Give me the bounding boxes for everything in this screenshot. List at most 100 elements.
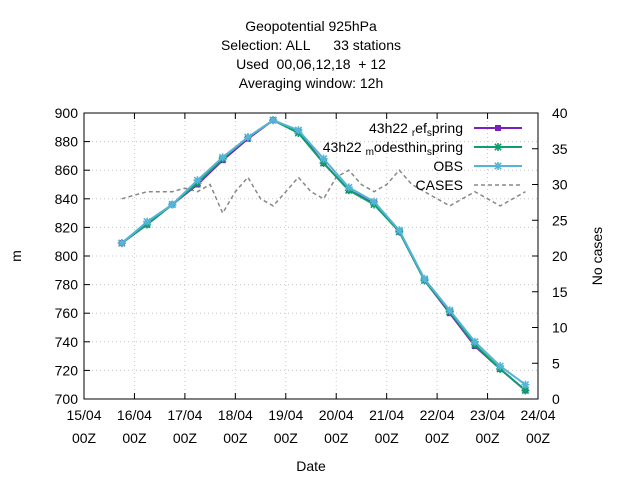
data-point [319,154,328,163]
marker-core [371,199,377,204]
marker-core [447,308,452,313]
y-tick-label: 780 [55,277,79,293]
marker-core [119,240,125,246]
x-tick-label: 23/04 [470,407,505,423]
data-point [370,197,379,206]
marker-core [397,228,402,233]
x-tick-label: 00Z [526,430,551,446]
data-point [445,306,454,315]
x-tick-label: 00Z [122,430,147,446]
y2-tick-label: 20 [552,248,568,264]
x-tick-label: 21/04 [369,407,404,423]
y-tick-label: 720 [55,362,79,378]
x-tick-label: 00Z [274,430,299,446]
y2-tick-label: 35 [552,141,568,157]
y-tick-label: 820 [55,219,79,235]
y-tick-label: 860 [55,162,79,178]
marker-core [497,363,503,369]
marker-core [346,185,352,190]
data-point [168,200,177,209]
series-line [121,169,526,215]
marker-core [245,135,251,140]
data-point [269,116,278,125]
grid [83,112,539,400]
series-cases [121,169,526,215]
x-tick-label: 20/04 [319,407,354,423]
marker-core [170,202,175,207]
x-tick-label: 00Z [173,430,198,446]
chart-title-line: Geopotential 925hPa [245,18,377,34]
y-tick-label: 700 [55,391,79,407]
marker-core [321,156,326,161]
data-point [243,133,252,142]
y-tick-label: 740 [55,334,79,350]
y2-tick-label: 10 [552,320,568,336]
y-axis-label: m [8,250,24,262]
x-tick-label: 17/04 [167,407,202,423]
data-point [496,362,505,371]
marker-core [523,382,528,387]
marker-core [220,155,225,160]
marker-core [195,178,200,183]
x-tick-label: 00Z [324,430,349,446]
x-tick-label: 00Z [425,430,450,446]
series-obs [117,116,530,389]
data-point [143,217,152,226]
data-point [521,380,530,389]
axes: 700 720 740 760 780 800 820 840 860 880 900 0 5 10 15 2… [55,105,568,446]
legend-label: 43h22 modesthinspring [323,139,463,158]
y2-tick-label: 30 [552,177,568,193]
y-tick-label: 800 [55,248,79,264]
data-point [117,239,126,248]
marker-core [495,144,501,150]
legend-sample-marker [495,125,501,131]
chart-title-line: Used 00,06,12,18 + 12 [236,56,386,72]
legend-label: 43h22 refspring [369,120,463,139]
chart-title-line: Averaging window: 12h [239,75,384,91]
chart-title: Geopotential 925hPa Selection: ALL 33 sta… [221,18,401,91]
x-tick-label: 24/04 [520,407,555,423]
x-axis-label: Date [296,458,326,474]
marker-core [523,388,528,393]
y2-tick-label: 15 [552,284,568,300]
marker-core [270,117,276,123]
x-tick-label: 22/04 [420,407,455,423]
y-tick-label: 880 [55,134,79,150]
legend-label: OBS [433,158,463,174]
x-tick-label: 15/04 [66,407,101,423]
data-point [344,183,353,192]
y-tick-label: 840 [55,191,79,207]
y2-axis-label: No cases [589,227,605,285]
legend-item: CASES [416,177,522,193]
x-tick-label: 00Z [375,430,400,446]
x-tick-label: 00Z [72,430,97,446]
x-tick-label: 19/04 [268,407,303,423]
legend-item: 43h22 modesthinspring [323,139,522,158]
data-point [470,337,479,346]
data-point [193,176,202,185]
legend-item: OBS [433,158,522,174]
y2-tick-label: 25 [552,212,568,228]
x-tick-label: 00Z [475,430,500,446]
legend-sample-marker [494,143,502,151]
data-point [395,226,404,235]
legend-label: CASES [416,177,463,193]
legend-sample-marker [494,162,502,170]
data-point [420,274,429,283]
y2-tick-label: 0 [552,391,560,407]
data-point [218,153,227,162]
chart-title-line: Selection: ALL 33 stations [221,37,401,53]
data-point [294,126,303,135]
x-tick-label: 00Z [223,430,248,446]
marker-core [321,160,326,166]
y2-tick-label: 5 [552,355,560,371]
x-tick-label: 18/04 [218,407,253,423]
legend-item: 43h22 refspring [369,120,522,139]
marker-core [422,276,427,282]
y2-tick-label: 40 [552,105,568,121]
marker-core [296,127,301,133]
plot-series [117,116,530,395]
x-tick-label: 16/04 [117,407,152,423]
marker-core [495,163,501,169]
